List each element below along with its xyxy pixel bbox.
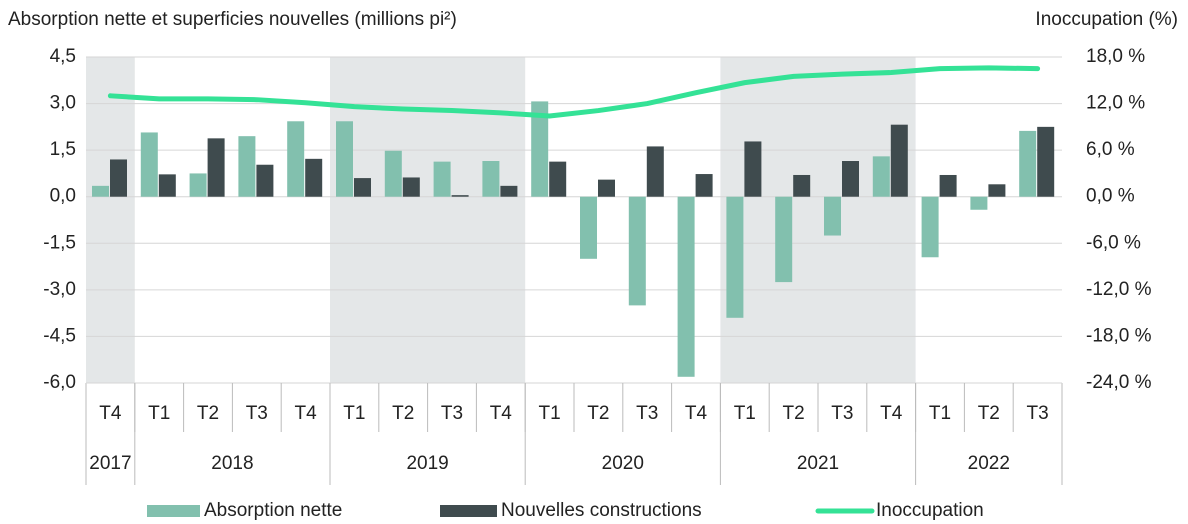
year-band bbox=[86, 57, 135, 383]
bar bbox=[256, 164, 274, 197]
bar bbox=[872, 156, 890, 197]
bar bbox=[336, 121, 353, 197]
bar bbox=[970, 196, 988, 210]
bar bbox=[433, 161, 451, 197]
year-label: 2017 bbox=[89, 453, 131, 474]
bar bbox=[775, 196, 793, 283]
year-label: 2021 bbox=[797, 453, 839, 474]
y2-tick-label: 18,0 % bbox=[1086, 46, 1145, 67]
legend-label: Absorption nette bbox=[204, 500, 342, 521]
x-tick-label: T4 bbox=[99, 403, 122, 424]
y2-tick-label: -12,0 % bbox=[1086, 279, 1152, 300]
x-tick-label: T1 bbox=[539, 403, 561, 424]
y-tick-label: 4,5 bbox=[50, 46, 76, 67]
y2-tick-label: -24,0 % bbox=[1086, 372, 1152, 393]
y2-tick-label: -6,0 % bbox=[1086, 232, 1141, 253]
bar bbox=[744, 141, 762, 197]
bar bbox=[500, 185, 518, 197]
bar bbox=[580, 196, 597, 259]
line bbox=[107, 65, 1041, 119]
x-tick-label: T4 bbox=[685, 403, 708, 424]
x-tick-label: T4 bbox=[490, 403, 513, 424]
x-tick-label: T2 bbox=[392, 403, 414, 424]
legend-swatch bbox=[440, 505, 497, 517]
bar bbox=[726, 196, 744, 318]
x-tick-label: T3 bbox=[441, 403, 463, 424]
x-tick-label: T2 bbox=[587, 403, 609, 424]
y-tick-label: 3,0 bbox=[50, 93, 76, 114]
bar bbox=[1019, 130, 1037, 197]
y2-tick-label: 6,0 % bbox=[1086, 139, 1135, 160]
x-tick-label: T1 bbox=[148, 403, 170, 424]
y-tick-label: -4,5 bbox=[43, 325, 76, 346]
y-tick-label: -6,0 bbox=[43, 372, 76, 393]
bar bbox=[384, 150, 402, 197]
y-tick-label: 1,5 bbox=[50, 139, 76, 160]
x-tick-label: T3 bbox=[831, 403, 853, 424]
bar bbox=[695, 174, 713, 197]
bar bbox=[158, 174, 176, 197]
bar bbox=[842, 161, 859, 197]
y-tick-label: -3,0 bbox=[43, 279, 76, 300]
bar bbox=[939, 174, 957, 197]
bar bbox=[824, 196, 841, 236]
y-axis-title: Absorption nette et superficies nouvelle… bbox=[8, 9, 457, 30]
bar bbox=[110, 159, 127, 197]
bar bbox=[451, 195, 469, 197]
bar bbox=[287, 121, 305, 197]
x-tick-label: T4 bbox=[295, 403, 318, 424]
bar bbox=[531, 101, 549, 197]
bar bbox=[92, 185, 109, 197]
bar bbox=[988, 184, 1006, 197]
bar bbox=[305, 158, 323, 197]
bar bbox=[189, 173, 207, 197]
bar bbox=[354, 178, 371, 197]
bar bbox=[482, 161, 500, 197]
year-band bbox=[720, 57, 916, 383]
x-tick-label: T1 bbox=[343, 403, 365, 424]
legend-swatch bbox=[147, 505, 200, 517]
x-tick-label: T3 bbox=[1027, 403, 1049, 424]
x-tick-label: T3 bbox=[636, 403, 658, 424]
bar bbox=[238, 136, 256, 197]
bar bbox=[677, 196, 695, 377]
year-label: 2022 bbox=[968, 453, 1010, 474]
bar bbox=[921, 196, 939, 258]
bar bbox=[628, 196, 646, 306]
y2-tick-label: 12,0 % bbox=[1086, 93, 1145, 114]
bar bbox=[1037, 126, 1055, 197]
x-tick-label: T2 bbox=[197, 403, 219, 424]
bar bbox=[890, 124, 908, 197]
year-label: 2018 bbox=[211, 453, 253, 474]
x-tick-label: T3 bbox=[246, 403, 268, 424]
bar bbox=[207, 138, 225, 197]
bar bbox=[598, 179, 615, 197]
x-tick-label: T1 bbox=[929, 403, 951, 424]
year-label: 2020 bbox=[602, 453, 644, 474]
y-tick-label: -1,5 bbox=[43, 232, 76, 253]
bar bbox=[549, 161, 567, 197]
y-tick-label: 0,0 bbox=[50, 186, 76, 207]
bar bbox=[793, 174, 811, 197]
x-tick-label: T2 bbox=[978, 403, 1000, 424]
legend-label: Inoccupation bbox=[876, 500, 984, 521]
year-label: 2019 bbox=[406, 453, 448, 474]
y2-tick-label: -18,0 % bbox=[1086, 325, 1152, 346]
y2-tick-label: 0,0 % bbox=[1086, 186, 1135, 207]
bar bbox=[646, 146, 664, 197]
bar bbox=[402, 177, 420, 197]
x-tick-label: T1 bbox=[734, 403, 756, 424]
legend-label: Nouvelles constructions bbox=[501, 500, 702, 521]
y2-axis-title: Inoccupation (%) bbox=[1035, 9, 1178, 30]
bar bbox=[140, 132, 158, 197]
x-tick-label: T4 bbox=[880, 403, 903, 424]
x-tick-label: T2 bbox=[783, 403, 805, 424]
